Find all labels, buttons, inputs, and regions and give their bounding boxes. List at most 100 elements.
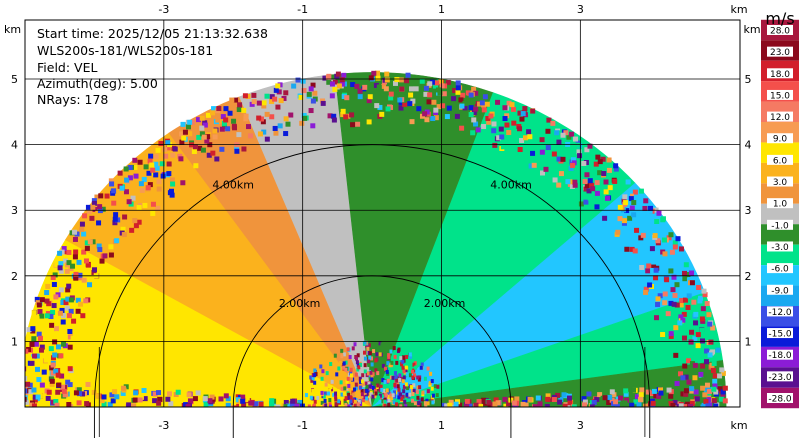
noise-cell [153, 154, 159, 160]
noise-cell [411, 375, 415, 380]
noise-cell [386, 361, 390, 366]
noise-cell [423, 376, 427, 381]
noise-cell [143, 164, 149, 170]
noise-cell [36, 377, 42, 383]
noise-cell [720, 389, 726, 395]
noise-cell [133, 223, 139, 229]
noise-cell [688, 339, 694, 345]
noise-cell [468, 92, 474, 98]
noise-cell [384, 77, 390, 83]
noise-cell [465, 90, 471, 96]
noise-cell [349, 376, 353, 381]
noise-cell [401, 379, 405, 384]
noise-cell [473, 106, 479, 112]
noise-cell [712, 373, 718, 379]
noise-cell [50, 362, 56, 368]
noise-cell [342, 391, 346, 396]
noise-cell [189, 119, 195, 125]
noise-cell [223, 106, 229, 112]
noise-cell [196, 134, 202, 140]
noise-cell [719, 367, 725, 373]
noise-cell [132, 164, 138, 170]
noise-cell [397, 387, 401, 392]
noise-cell [51, 303, 57, 309]
noise-cell [36, 331, 42, 337]
noise-cell [149, 162, 155, 168]
noise-cell [353, 403, 357, 407]
noise-cell [156, 179, 162, 185]
y-tick-label-right: 4 [745, 139, 752, 152]
noise-cell [153, 172, 159, 178]
colorbar-tick-label: -15.0 [768, 330, 792, 340]
noise-cell [155, 147, 161, 153]
noise-cell [668, 393, 674, 399]
noise-cell [444, 114, 450, 120]
noise-cell [100, 206, 106, 212]
noise-cell [718, 396, 724, 402]
noise-cell [72, 229, 78, 235]
noise-cell [711, 398, 717, 404]
noise-cell [195, 390, 201, 396]
noise-cell [514, 396, 520, 402]
noise-cell [586, 391, 592, 397]
noise-cell [694, 396, 700, 402]
noise-cell [39, 344, 45, 350]
noise-cell [349, 371, 353, 376]
noise-cell [356, 367, 360, 372]
noise-cell [124, 177, 130, 183]
noise-cell [674, 282, 680, 288]
noise-cell [57, 310, 63, 316]
noise-cell [225, 402, 231, 407]
noise-cell [347, 395, 351, 400]
noise-cell [283, 131, 289, 137]
noise-cell [545, 128, 551, 134]
noise-cell [313, 373, 317, 378]
colorbar-label-bg [767, 219, 793, 230]
noise-cell [146, 170, 152, 176]
noise-cell [332, 86, 338, 92]
noise-cell [399, 356, 403, 361]
noise-cell [97, 204, 103, 210]
x-tick-label-bottom: -3 [158, 419, 169, 432]
noise-cell [112, 389, 118, 395]
noise-cell [634, 227, 640, 233]
noise-cell [488, 113, 494, 119]
noise-cell [272, 125, 278, 131]
noise-cell [302, 115, 308, 121]
noise-cell [104, 193, 110, 199]
noise-cell [681, 311, 687, 317]
noise-cell [376, 84, 382, 90]
noise-cell [66, 402, 72, 407]
x-tick-label-top: -1 [297, 3, 308, 16]
noise-cell [45, 283, 51, 289]
noise-cell [511, 400, 517, 406]
noise-cell [311, 389, 315, 394]
noise-cell [563, 130, 569, 136]
noise-cell [581, 160, 587, 166]
noise-cell [343, 400, 347, 405]
noise-cell [62, 392, 68, 398]
noise-cell [91, 200, 97, 206]
noise-cell [399, 404, 403, 407]
noise-cell [377, 395, 381, 400]
noise-cell [632, 189, 638, 195]
noise-cell [385, 388, 389, 393]
noise-cell [707, 321, 713, 327]
noise-cell [571, 404, 577, 407]
noise-cell [84, 245, 90, 251]
colorbar-tick-label: -28.0 [768, 395, 792, 405]
noise-cell [556, 156, 562, 162]
noise-cell [78, 301, 84, 307]
noise-cell [365, 384, 369, 389]
range-rings: 2.00km 2.00km 4.00km 4.00km [93, 144, 651, 438]
noise-cell [380, 387, 384, 392]
noise-cell [185, 404, 191, 407]
noise-cell [193, 144, 199, 150]
noise-cell [413, 401, 417, 406]
noise-cell [107, 402, 113, 407]
noise-cell [674, 302, 680, 308]
noise-cell [77, 272, 83, 278]
noise-cell [380, 342, 384, 347]
noise-cell [589, 182, 595, 188]
noise-cell [341, 94, 347, 100]
